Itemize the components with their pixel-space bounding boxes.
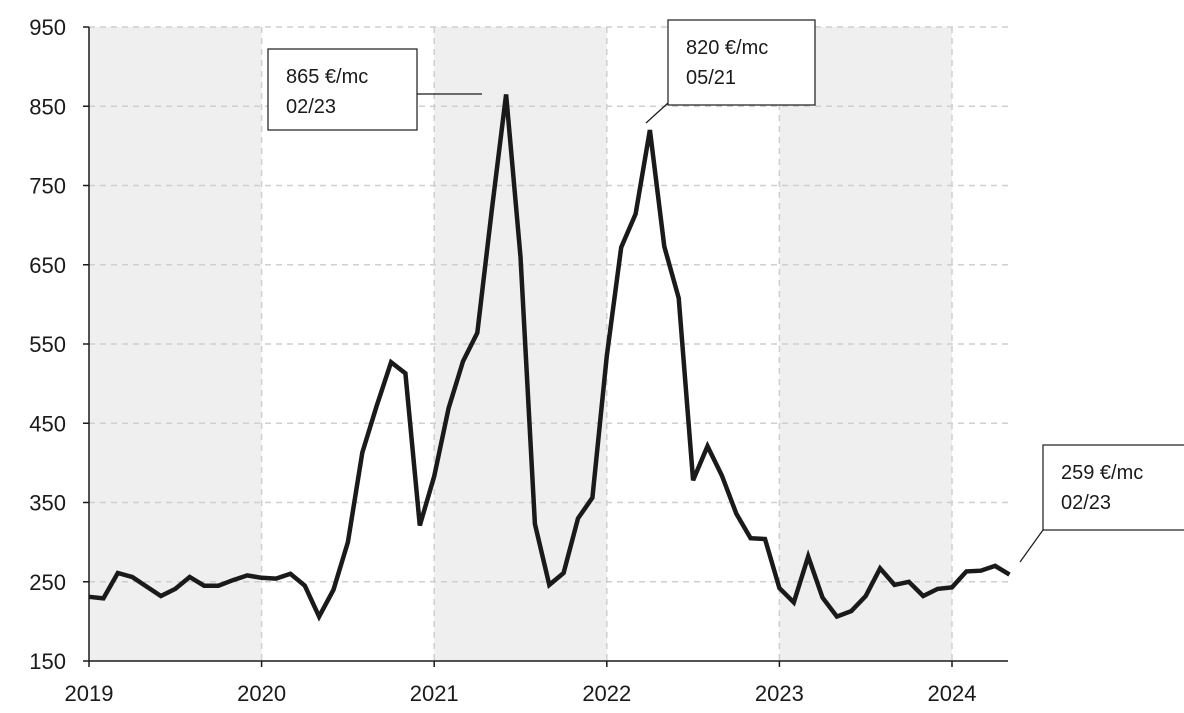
x-tick-label-2023: 2023 bbox=[755, 681, 804, 706]
annotation-text-1-1: 865 €/mc bbox=[286, 66, 368, 88]
y-tick-label-750: 750 bbox=[29, 174, 66, 199]
y-tick-label-350: 350 bbox=[29, 491, 66, 516]
annotations: 865 €/mc 02/23 820 €/mc 05/21 259 €/mc 02/23 bbox=[267, 19, 1184, 563]
y-tick-label-650: 650 bbox=[29, 253, 66, 278]
x-tick-label-2020: 2020 bbox=[237, 681, 286, 706]
annotation-leader-2 bbox=[645, 102, 669, 124]
x-tick-label-2022: 2022 bbox=[582, 681, 631, 706]
x-tick-label-2019: 2019 bbox=[65, 681, 114, 706]
price-series-line bbox=[88, 94, 1011, 622]
annotation-box-1 bbox=[267, 48, 418, 131]
y-tick-label-950: 950 bbox=[29, 15, 66, 40]
y-tick-label-850: 850 bbox=[29, 94, 66, 119]
y-tick-labels: 150 250 350 450 550 650 750 850 950 bbox=[29, 15, 89, 674]
y-tick-label-150: 150 bbox=[29, 649, 66, 674]
annotation-2: 820 €/mc 05/21 bbox=[645, 19, 816, 124]
y-tick-label-250: 250 bbox=[29, 570, 66, 595]
x-tick-labels: 2019 2020 2021 2022 2023 2024 bbox=[65, 661, 977, 706]
annotation-text-2-1: 820 €/mc bbox=[686, 37, 768, 59]
x-tick-label-2021: 2021 bbox=[410, 681, 459, 706]
price-series bbox=[88, 94, 1011, 622]
grid-lines bbox=[89, 26, 1008, 661]
annotation-text-1-2: 02/23 bbox=[286, 96, 336, 118]
y-tick-label-450: 450 bbox=[29, 411, 66, 436]
annotation-box-2 bbox=[667, 19, 816, 106]
x-tick-label-2024: 2024 bbox=[928, 681, 977, 706]
annotation-box-3 bbox=[1042, 444, 1184, 531]
annotation-3: 259 €/mc 02/23 bbox=[1019, 444, 1184, 563]
y-tick-label-550: 550 bbox=[29, 332, 66, 357]
annotation-leader-3 bbox=[1019, 529, 1044, 563]
annotation-text-2-2: 05/21 bbox=[686, 67, 736, 89]
annotation-1: 865 €/mc 02/23 bbox=[267, 48, 482, 131]
annotation-text-3-2: 02/23 bbox=[1061, 492, 1111, 514]
annotation-text-3-1: 259 €/mc bbox=[1061, 462, 1143, 484]
